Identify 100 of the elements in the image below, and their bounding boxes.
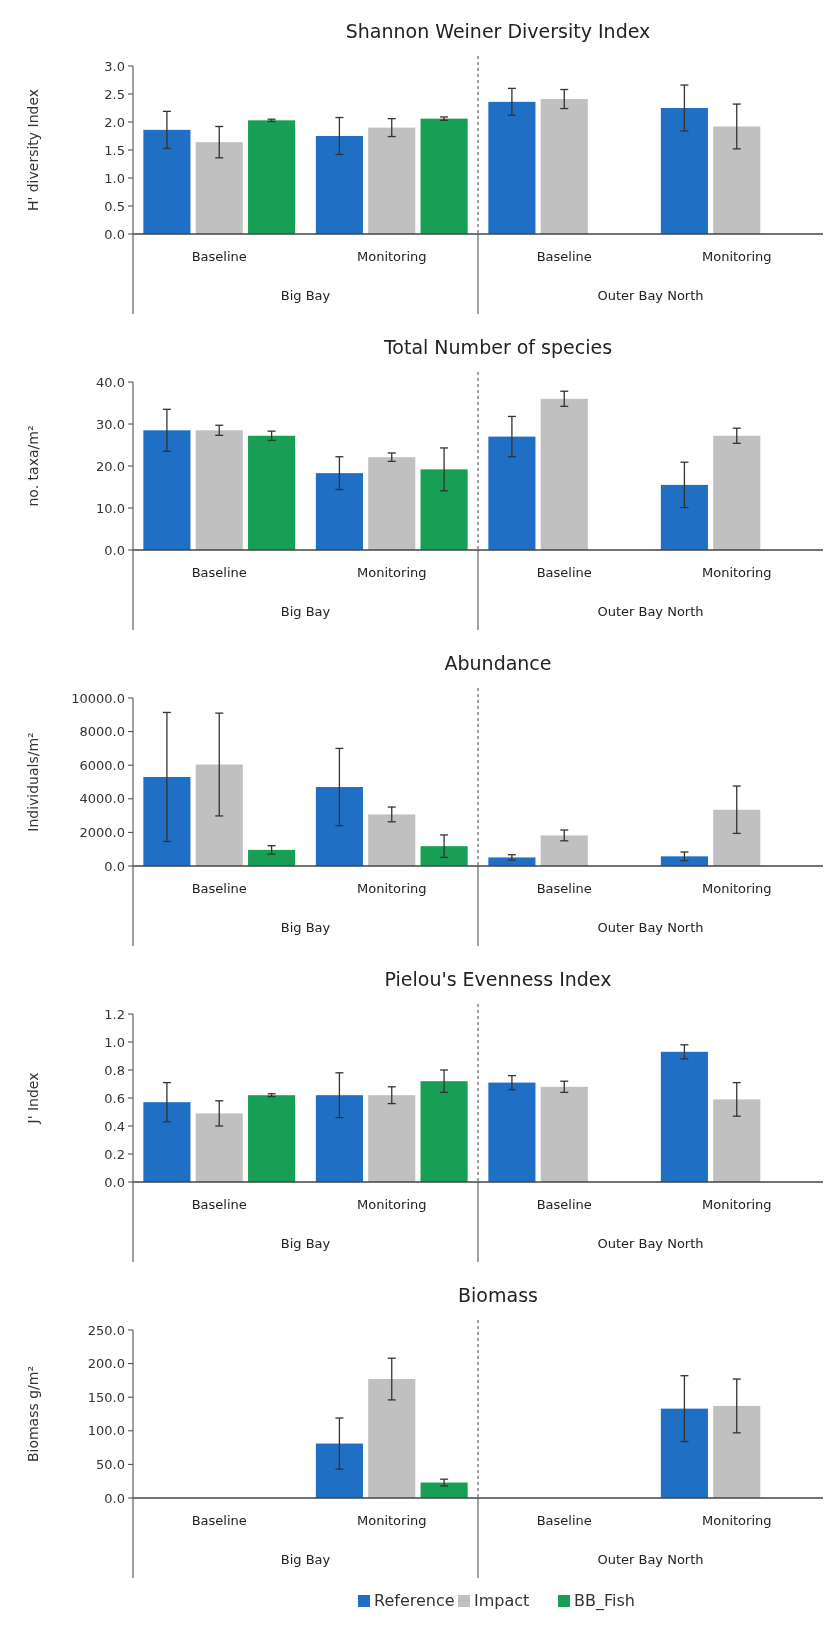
bar [420,1482,468,1498]
bar [143,1102,191,1182]
bar [660,1408,708,1498]
bar [713,1099,761,1182]
text: Big Bay [280,1552,331,1567]
bar [368,1379,416,1498]
x-tick-label: Monitoring [356,1197,427,1212]
bar [420,118,468,234]
bar [540,398,588,550]
legend-label: BB_Fish [574,1591,635,1611]
y-tick-label: 0.0 [104,1174,125,1190]
bar [368,814,416,866]
y-axis-title: J' Index [25,1072,41,1125]
bar [248,435,296,550]
y-axis-title: no. taxa/m² [25,425,41,507]
bar [488,857,536,866]
y-tick-label: 2.0 [104,114,125,130]
x-tick-label: Monitoring [701,1513,772,1528]
chart-title: Shannon Weiner Diversity Index [345,20,651,42]
bar [368,127,416,234]
bar [315,1443,363,1498]
bar [713,435,761,550]
y-tick-label: 0.4 [104,1118,125,1134]
y-tick-label: 0.2 [104,1146,125,1162]
y-tick-label: 3.0 [104,58,125,74]
bar [315,473,363,550]
y-tick-label: 0.6 [104,1090,125,1106]
y-tick-label: 10.0 [96,500,125,516]
bar [368,457,416,550]
y-tick-label: 2.5 [104,86,125,102]
x-tick-label: Monitoring [356,249,427,264]
bar [540,99,588,234]
chart-title: Total Number of species [382,336,613,358]
bar [195,764,243,866]
legend-label: Reference [374,1591,455,1610]
y-tick-label: 10000.0 [71,690,125,706]
bar [315,1095,363,1182]
text: Big Bay [280,288,331,303]
bar [143,129,191,234]
bar [713,809,761,866]
y-tick-label: 200.0 [87,1356,125,1372]
x-tick-label: Monitoring [701,565,772,580]
bar [195,142,243,234]
y-tick-label: 8000.0 [79,724,125,740]
bar [248,120,296,234]
legend-label: Impact [474,1591,530,1610]
y-axis-title: Biomass g/m² [25,1365,41,1463]
y-tick-label: 1.2 [104,1006,125,1022]
bar [488,436,536,550]
bar [713,1405,761,1498]
bar [420,1081,468,1182]
y-tick-label: 1.5 [104,142,125,158]
bar [660,1051,708,1182]
y-tick-label: 2000.0 [79,824,125,840]
bar [488,1082,536,1182]
x-tick-label: Baseline [536,1513,592,1528]
y-tick-label: 1.0 [104,1034,125,1050]
y-axis-title: H' diversity Index [25,88,41,212]
bar [248,849,296,866]
x-tick-label: Monitoring [356,565,427,580]
x-tick-label: Baseline [536,565,592,580]
y-tick-label: 150.0 [87,1389,125,1405]
x-tick-label: Baseline [536,1197,592,1212]
y-tick-label: 40.0 [96,374,125,390]
y-tick-label: 1.0 [104,170,125,186]
bar [195,1113,243,1182]
y-tick-label: 20.0 [96,458,125,474]
y-tick-label: 250.0 [87,1322,125,1338]
x-tick-label: Baseline [191,565,247,580]
bar [195,430,243,550]
chart-title: Biomass [458,1284,538,1306]
bar [540,835,588,866]
x-tick-label: Baseline [536,249,592,264]
chart-title: Abundance [444,652,552,674]
bar [315,136,363,234]
y-tick-label: 0.5 [104,198,125,214]
x-tick-label: Monitoring [356,1513,427,1528]
y-tick-label: 6000.0 [79,757,125,773]
y-tick-label: 4000.0 [79,791,125,807]
bar [660,484,708,550]
y-tick-label: 30.0 [96,416,125,432]
bar [315,787,363,866]
y-tick-label: 100.0 [87,1423,125,1439]
chart-title: Pielou's Evenness Index [384,968,612,990]
bar [660,108,708,234]
text: Outer Bay North [597,920,704,935]
y-axis-title: Individuals/m² [25,732,41,832]
y-tick-label: 0.8 [104,1062,125,1078]
text: Outer Bay North [597,1552,704,1567]
y-tick-label: 0.0 [104,542,125,558]
x-tick-label: Baseline [191,881,247,896]
x-tick-label: Baseline [191,1197,247,1212]
x-tick-label: Monitoring [701,1197,772,1212]
bar [713,126,761,234]
bar [420,469,468,550]
x-tick-label: Monitoring [701,249,772,264]
x-tick-label: Monitoring [356,881,427,896]
bar [488,101,536,234]
bar [660,856,708,866]
bar [540,1086,588,1182]
